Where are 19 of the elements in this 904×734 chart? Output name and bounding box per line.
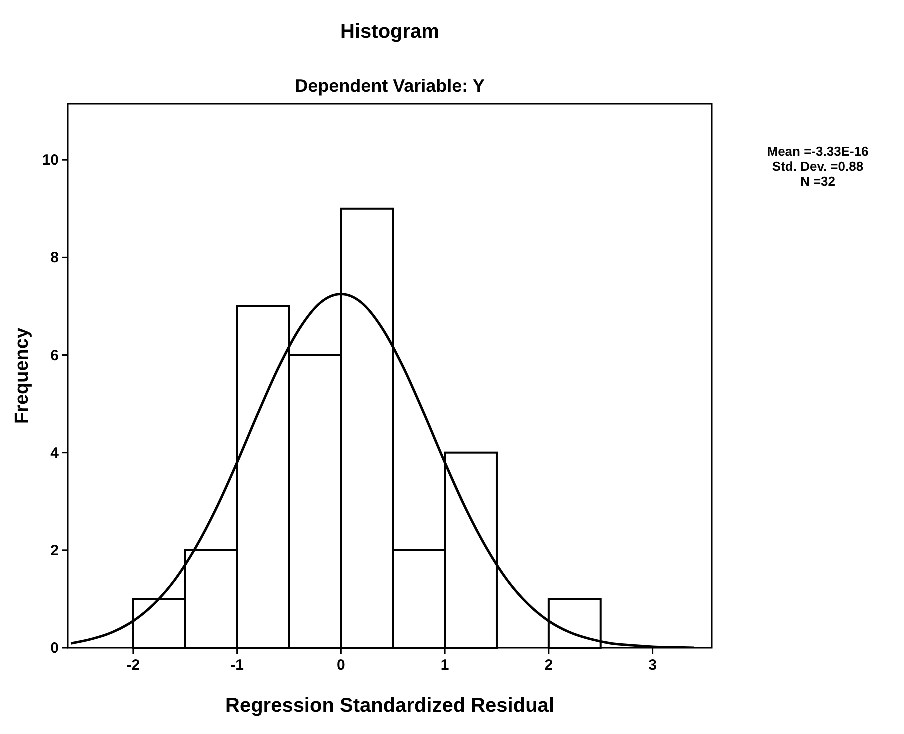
y-tick-label: 8 — [50, 250, 59, 267]
x-tick-label: 0 — [337, 657, 346, 674]
x-axis-title: Regression Standardized Residual — [226, 695, 554, 717]
y-tick-label: 4 — [50, 444, 60, 462]
chart-title: Histogram — [340, 21, 440, 43]
y-tick-label: 10 — [42, 152, 59, 170]
y-tick-label: 0 — [50, 640, 59, 657]
x-tick-label: -2 — [126, 657, 140, 674]
text: N =32 — [800, 174, 836, 189]
x-tick-label: -1 — [230, 657, 244, 674]
text: Std. Dev. =0.88 — [772, 159, 864, 174]
x-tick-label: 1 — [440, 657, 450, 674]
x-tick-label: 2 — [544, 657, 554, 674]
x-tick-label: 3 — [648, 657, 657, 674]
y-axis-title: Frequency — [12, 328, 33, 424]
y-tick-label: 2 — [50, 542, 59, 560]
text: Mean =-3.33E-16 — [767, 144, 869, 159]
y-tick-label: 6 — [50, 347, 59, 364]
chart-subtitle: Dependent Variable: Y — [295, 76, 485, 96]
